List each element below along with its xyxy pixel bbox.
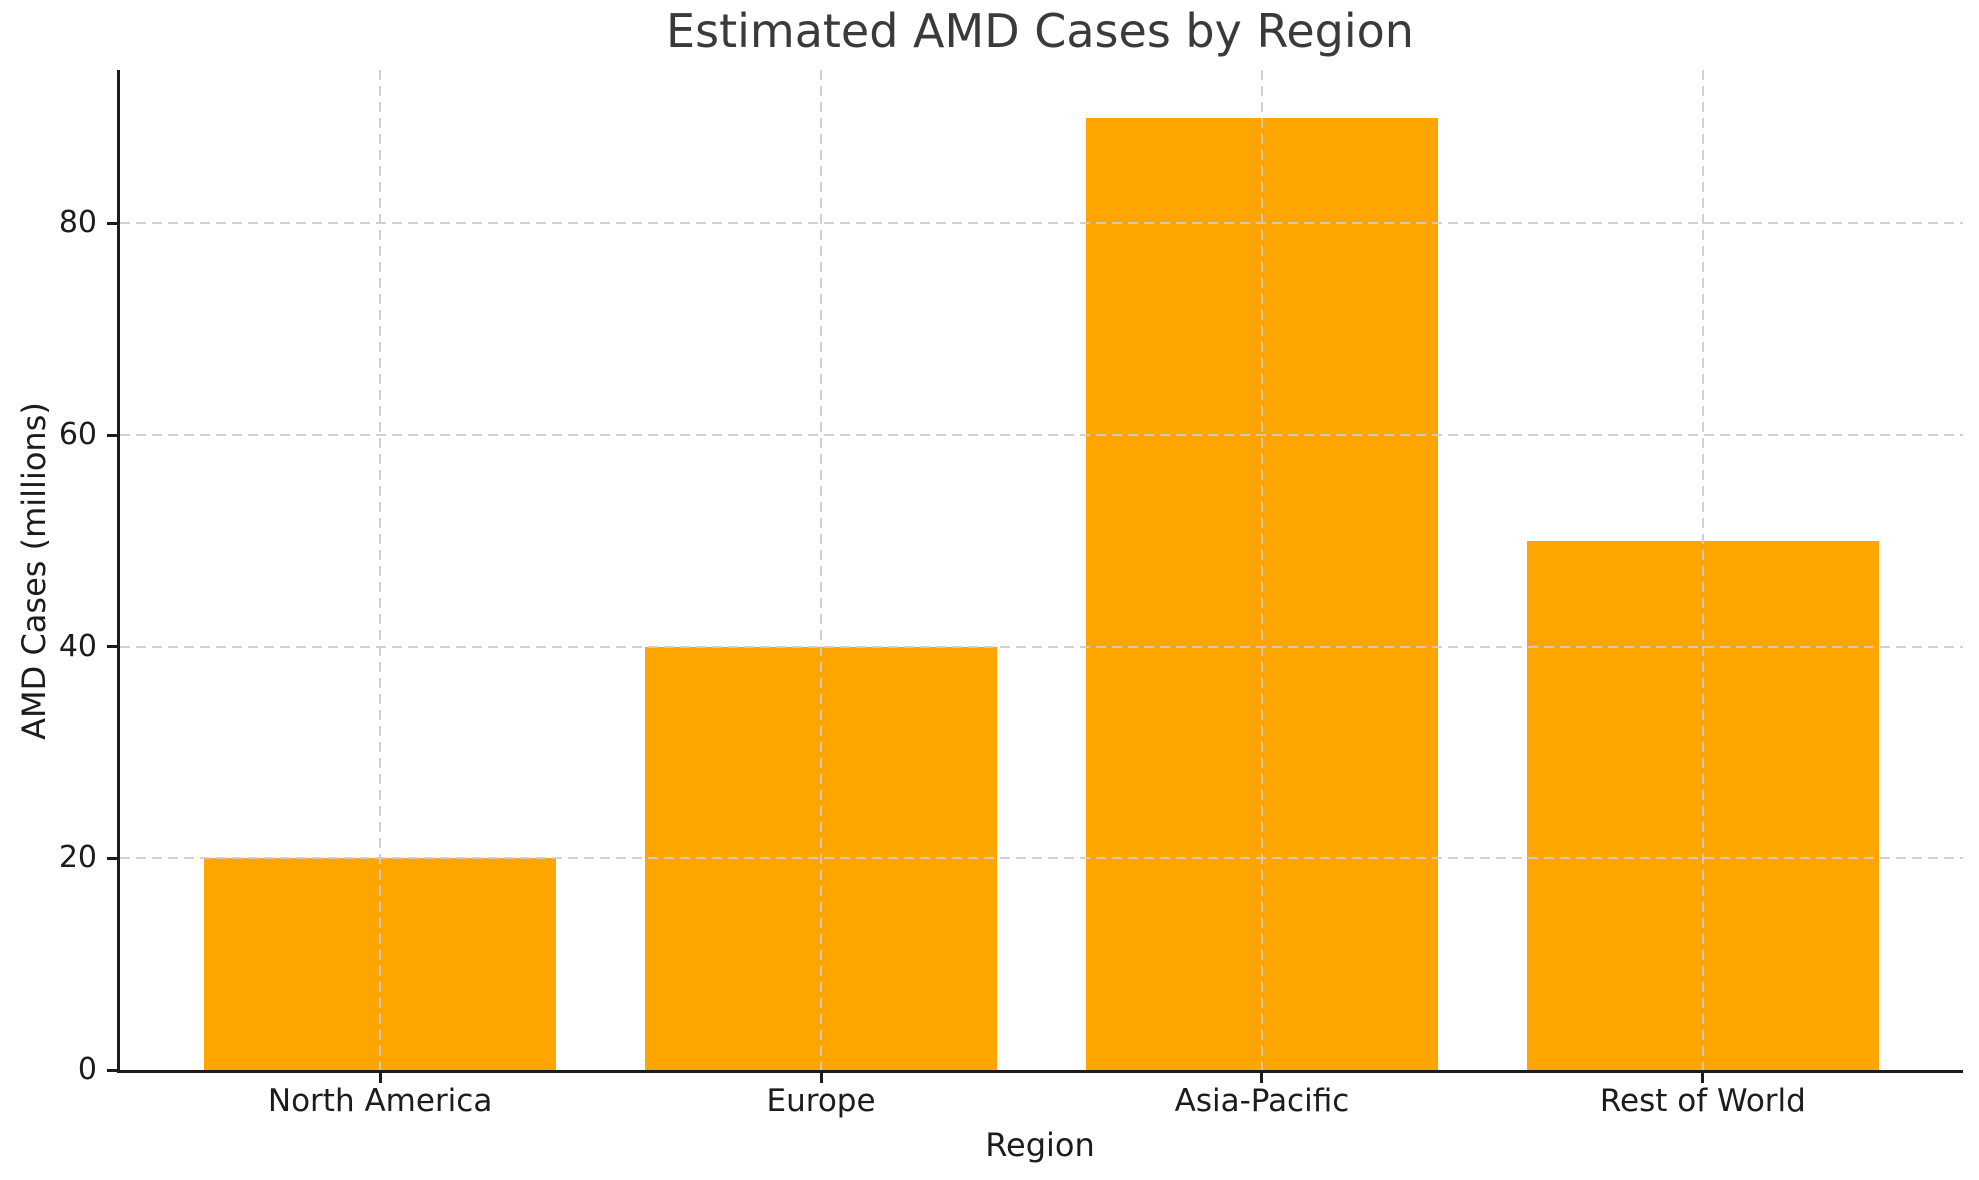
v-gridline-north-america xyxy=(379,70,382,1070)
y-tick-mark-40 xyxy=(107,645,117,649)
y-tick-mark-60 xyxy=(107,433,117,437)
x-tick-label-rest-of-world: Rest of World xyxy=(1599,1083,1806,1119)
chart-title: Estimated AMD Cases by Region xyxy=(666,4,1414,58)
x-tick-label-europe: Europe xyxy=(766,1083,876,1119)
v-gridline-europe xyxy=(820,70,823,1070)
y-tick-label-40: 40 xyxy=(58,628,97,664)
y-tick-label-60: 60 xyxy=(58,417,97,453)
y-axis-label: AMD Cases (millions) xyxy=(15,402,53,740)
y-tick-label-80: 80 xyxy=(58,205,97,241)
x-tick-label-north-america: North America xyxy=(267,1083,493,1119)
y-tick-label-0: 0 xyxy=(77,1052,97,1087)
y-tick-mark-0 xyxy=(107,1068,117,1072)
plot-area: 0 20 40 60 80 North America Europe Asia-Pacific… xyxy=(59,70,1963,1117)
h-gridline-60 xyxy=(120,434,1963,437)
x-tick-mark-asia-pacific xyxy=(1260,1070,1264,1083)
x-tick-mark-north-america xyxy=(378,1070,382,1083)
x-axis-label: Region xyxy=(985,1126,1095,1164)
x-tick-mark-rest-of-world xyxy=(1701,1070,1705,1083)
h-gridline-40 xyxy=(120,645,1963,648)
x-tick-label-asia-pacific: Asia-Pacific xyxy=(1174,1083,1350,1119)
x-tick-mark-europe xyxy=(819,1070,823,1083)
y-tick-mark-80 xyxy=(107,221,117,225)
h-gridline-80 xyxy=(120,222,1963,225)
v-gridline-rest-of-world xyxy=(1701,70,1704,1070)
h-gridline-20 xyxy=(120,857,1963,860)
y-tick-mark-20 xyxy=(107,856,117,860)
v-gridline-asia-pacific xyxy=(1260,70,1263,1070)
y-tick-label-20: 20 xyxy=(58,840,97,876)
